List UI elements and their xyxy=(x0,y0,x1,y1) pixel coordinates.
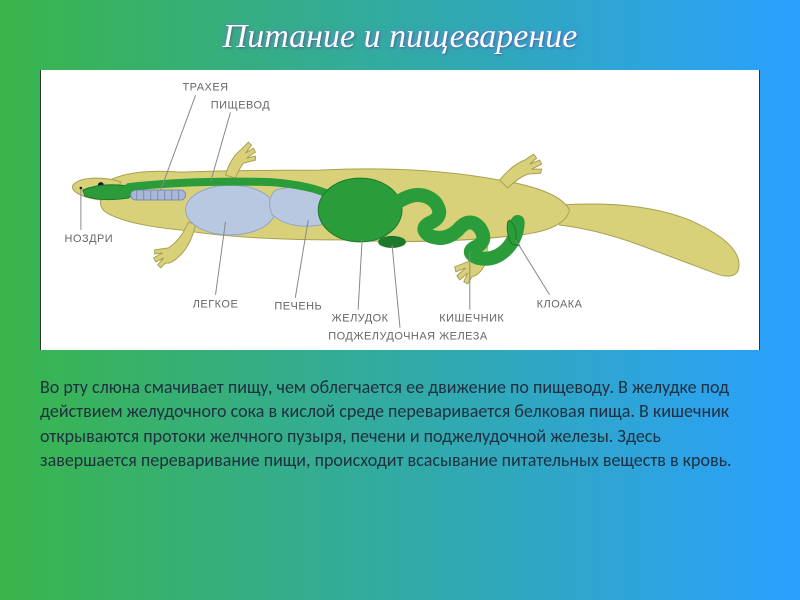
trachea-organ xyxy=(131,190,186,200)
lizard-anatomy-diagram: ТРАХЕЯ ПИЩЕВОД НОЗДРИ ЛЕГКОЕ ПЕЧЕНЬ ЖЕЛУ… xyxy=(41,70,759,350)
label-liver: ПЕЧЕНЬ xyxy=(274,301,322,313)
diagram-panel: ТРАХЕЯ ПИЩЕВОД НОЗДРИ ЛЕГКОЕ ПЕЧЕНЬ ЖЕЛУ… xyxy=(40,70,760,350)
label-esophagus: ПИЩЕВОД xyxy=(211,99,271,111)
slide: Питание и пищеварение xyxy=(0,0,800,600)
label-intestine: КИШЕЧНИК xyxy=(439,313,504,325)
label-lung: ЛЕГКОЕ xyxy=(193,299,239,311)
label-cloaca: КЛОАКА xyxy=(537,299,583,311)
lizard-body xyxy=(73,142,740,284)
slide-title: Питание и пищеварение xyxy=(223,18,578,56)
stomach-organ xyxy=(318,178,402,242)
label-pancreas: ПОДЖЕЛУДОЧНАЯ ЖЕЛЕЗА xyxy=(328,331,488,343)
label-trachea: ТРАХЕЯ xyxy=(182,81,228,93)
body-paragraph: Во рту слюна смачивает пищу, чем облегча… xyxy=(40,375,760,472)
label-nostrils: НОЗДРИ xyxy=(65,233,114,245)
lung-organ xyxy=(186,185,276,235)
label-stomach: ЖЕЛУДОК xyxy=(332,313,389,325)
